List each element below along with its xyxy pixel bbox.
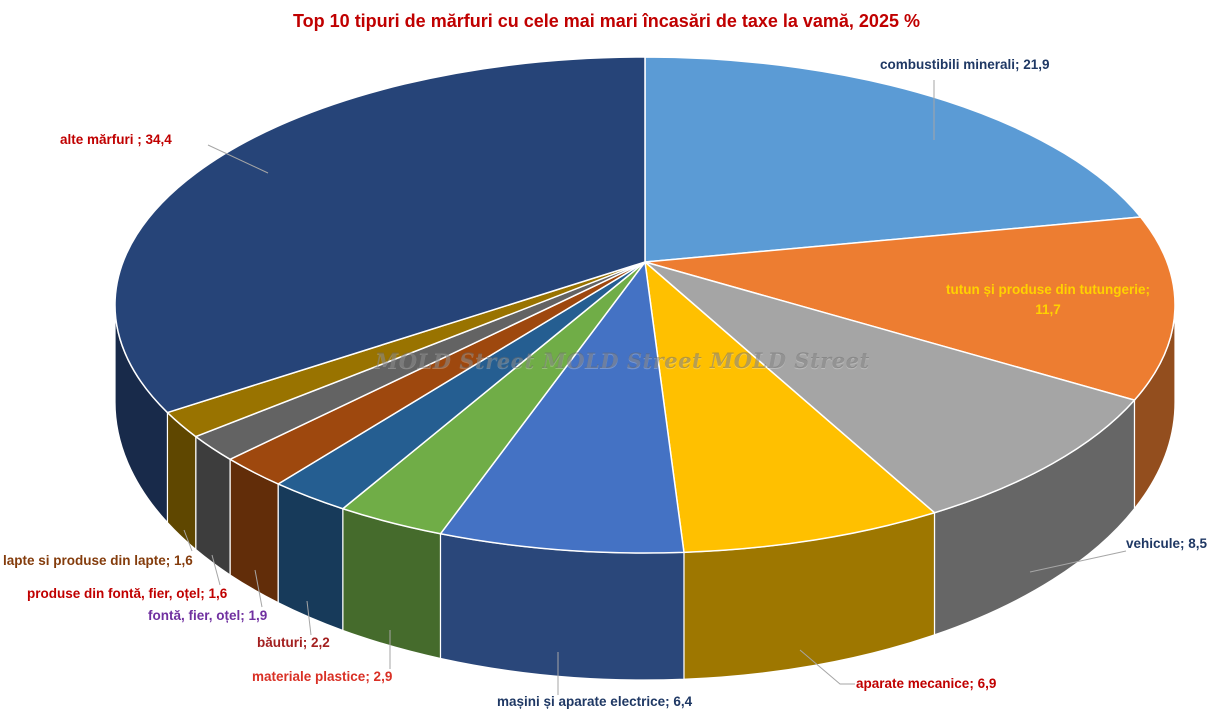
chart-title: Top 10 tipuri de mărfuri cu cele mai mar… [293, 11, 920, 31]
slice-label-materiale-plastice: materiale plastice; 2,9 [252, 669, 393, 684]
slice-side-8 [195, 436, 231, 576]
slice-top-2 [644, 261, 1136, 514]
slice-label-tutun-line2: 11,7 [1035, 302, 1061, 317]
leader-line-5 [306, 600, 312, 636]
slice-top-1 [644, 216, 1176, 401]
slice-label-tutun: tutun și produse din tutungerie; 11,7 [933, 280, 1163, 320]
leader-line-9 [207, 144, 269, 174]
watermark: MOLD Street MOLD Street MOLD Street [375, 348, 870, 373]
slice-top-0 [644, 56, 1142, 263]
slice-label-produse-fonta: produse din fontă, fier, oțel; 1,6 [27, 586, 228, 601]
slice-top-4 [439, 261, 685, 554]
slice-label-combustibili-minerali: combustibili minerali; 21,9 [880, 57, 1050, 72]
slice-side-4 [439, 533, 685, 681]
slice-label-bauturi: băuturi; 2,2 [257, 635, 330, 650]
slice-label-alte-marfuri: alte mărfuri ; 34,4 [60, 132, 172, 147]
leader-line-2 [799, 649, 855, 685]
slice-label-aparate-mecanice: aparate mecanice; 6,9 [856, 676, 997, 691]
leader-line-8 [183, 529, 193, 552]
slice-label-lapte: lapte si produse din lapte; 1,6 [3, 553, 193, 568]
slice-top-3 [644, 261, 936, 554]
leader-line-1 [1029, 550, 1127, 573]
leader-line-6 [254, 569, 263, 608]
slice-label-masini-electrice: mașini și aparate electrice; 6,4 [497, 694, 693, 709]
leader-line-7 [211, 554, 221, 586]
slice-top-10 [114, 56, 646, 414]
slice-label-fonta-fier-otel: fontă, fier, oțel; 1,9 [148, 608, 268, 623]
slice-label-tutun-line1: tutun și produse din tutungerie; [946, 282, 1150, 297]
slice-label-vehicule: vehicule; 8,5 [1126, 536, 1208, 551]
